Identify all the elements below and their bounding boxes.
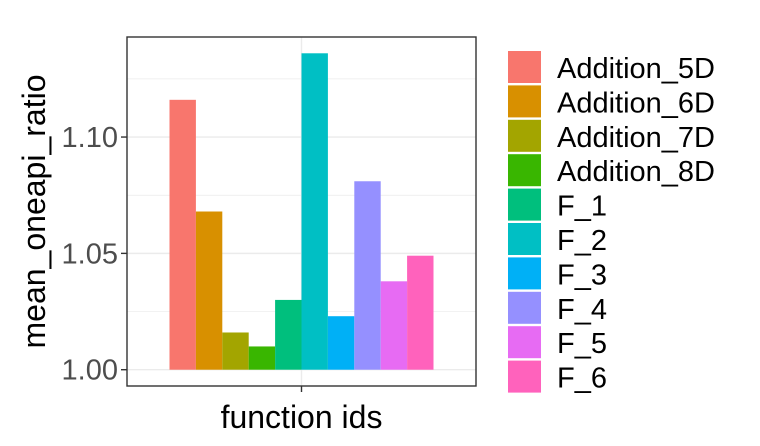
y-axis: 1.00 1.05 1.10 xyxy=(62,122,127,387)
bar-addition-5d xyxy=(169,99,196,370)
legend-label: Addition_8D xyxy=(557,156,715,188)
legend-key-f-1 xyxy=(508,188,541,221)
y-tick-label: 1.10 xyxy=(62,122,118,154)
bars xyxy=(169,53,434,370)
x-axis-title: function ids xyxy=(221,399,383,435)
bar-f-1 xyxy=(275,299,302,370)
legend-key-f-2 xyxy=(508,223,541,255)
legend-label: F_3 xyxy=(557,259,607,291)
y-tick-label: 1.00 xyxy=(62,355,118,387)
bar-addition-7d xyxy=(222,332,249,370)
legend-label: Addition_7D xyxy=(557,122,715,154)
legend-key-addition-6d xyxy=(508,85,541,118)
bar-f-5 xyxy=(380,281,408,370)
bar-f-3 xyxy=(327,316,355,370)
bar-f-4 xyxy=(354,181,381,370)
legend-label: Addition_5D xyxy=(557,53,715,85)
legend-label: F_6 xyxy=(557,363,607,395)
legend-label: Addition_6D xyxy=(557,87,715,119)
legend-key-addition-8d xyxy=(508,154,541,187)
legend: Addition_5DAddition_6DAddition_7DAdditio… xyxy=(508,51,715,395)
legend-label: F_2 xyxy=(557,225,607,257)
legend-key-addition-7d xyxy=(508,119,541,152)
bar-addition-6d xyxy=(195,211,223,370)
legend-label: F_1 xyxy=(557,191,607,223)
bar-f-6 xyxy=(407,255,434,370)
y-axis-title: mean_oneapi_ratio xyxy=(16,75,52,349)
legend-label: F_5 xyxy=(557,328,607,360)
bar-f-2 xyxy=(301,53,328,370)
legend-key-f-3 xyxy=(508,257,541,290)
bar-addition-8d xyxy=(248,346,276,370)
y-tick-label: 1.05 xyxy=(62,238,118,270)
legend-key-f-5 xyxy=(508,326,541,359)
legend-key-f-6 xyxy=(508,360,541,393)
legend-key-addition-5d xyxy=(508,51,541,83)
legend-label: F_4 xyxy=(557,294,607,326)
legend-key-f-4 xyxy=(508,291,541,324)
